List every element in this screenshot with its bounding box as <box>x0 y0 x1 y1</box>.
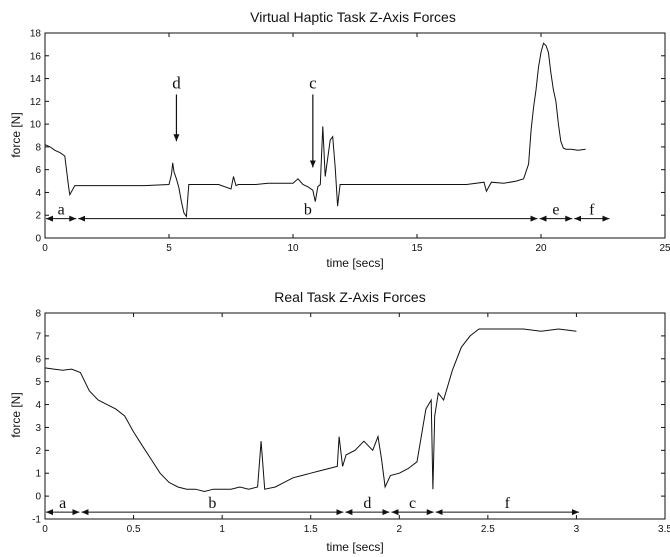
y-tick-label: 0 <box>35 492 41 503</box>
plot-area-frame <box>44 32 666 239</box>
y-tick-label: 2 <box>35 211 41 222</box>
y-tick-label: 8 <box>35 142 41 153</box>
chart-virtual-haptic: Virtual Haptic Task Z-Axis Forces 0 2 4 6 8 1… <box>9 9 670 270</box>
x-tick-label: 10 <box>287 243 299 254</box>
x-axis-label: time [secs] <box>326 256 383 270</box>
y-tick-label: 14 <box>30 74 42 85</box>
y-axis-label: force [N] <box>9 112 23 157</box>
y-tick-label: 6 <box>35 354 41 365</box>
y-tick-label: 2 <box>35 446 41 457</box>
annotation-label-d: d <box>172 74 181 93</box>
y-tick-label: 4 <box>35 188 41 199</box>
x-ticks: 0 5 10 15 20 25 <box>42 33 670 254</box>
y-tick-label: 5 <box>35 377 41 388</box>
x-tick-label: 20 <box>535 243 547 254</box>
y-tick-label: 7 <box>35 331 41 342</box>
y-tick-label: 0 <box>35 234 41 245</box>
x-tick-label: 3 <box>574 524 580 535</box>
segment-label-f: f <box>589 202 595 219</box>
chart-title: Real Task Z-Axis Forces <box>274 289 425 305</box>
y-tick-label: 16 <box>30 51 42 62</box>
x-tick-label: 25 <box>659 243 670 254</box>
plot-area-frame <box>44 312 666 520</box>
segment-label-a: a <box>58 202 65 219</box>
y-tick-label: 10 <box>30 120 42 131</box>
x-tick-label: 1 <box>219 524 225 535</box>
y-ticks: 0 2 4 6 8 10 12 14 16 18 <box>30 29 665 245</box>
segment-label-b: b <box>304 202 312 219</box>
series-line-force <box>44 328 577 493</box>
x-tick-label: 0.5 <box>127 524 141 535</box>
x-tick-label: 2 <box>397 524 403 535</box>
x-tick-label: 2.5 <box>481 524 495 535</box>
x-tick-label: 0 <box>42 524 48 535</box>
annotation-label-c: c <box>309 74 317 93</box>
y-tick-label: 8 <box>35 309 41 320</box>
y-axis-label: force [N] <box>9 392 23 437</box>
segment-label-c: c <box>409 495 416 512</box>
segment-label-d: d <box>363 495 371 512</box>
segment-label-a: a <box>59 495 66 512</box>
y-tick-label: 3 <box>35 423 41 434</box>
y-ticks: -1 0 1 2 3 4 5 6 7 8 <box>32 309 665 526</box>
y-tick-label: 6 <box>35 165 41 176</box>
y-tick-label: 12 <box>30 97 42 108</box>
segment-label-e: e <box>552 202 559 219</box>
y-tick-label: 1 <box>35 469 41 480</box>
x-tick-label: 5 <box>166 243 172 254</box>
x-tick-label: 15 <box>411 243 423 254</box>
x-ticks: 0 0.5 1 1.5 2 2.5 3 3.5 <box>42 313 670 535</box>
y-tick-label: 18 <box>30 29 42 40</box>
y-tick-label: -1 <box>32 515 41 526</box>
x-axis-label: time [secs] <box>326 540 383 554</box>
x-tick-label: 3.5 <box>658 524 670 535</box>
segment-label-f: f <box>505 495 511 512</box>
y-tick-label: 4 <box>35 400 41 411</box>
series-line-force <box>44 42 586 218</box>
x-tick-label: 1.5 <box>304 524 318 535</box>
x-tick-label: 0 <box>42 243 48 254</box>
segment-label-b: b <box>208 495 216 512</box>
chart-title: Virtual Haptic Task Z-Axis Forces <box>250 9 456 25</box>
